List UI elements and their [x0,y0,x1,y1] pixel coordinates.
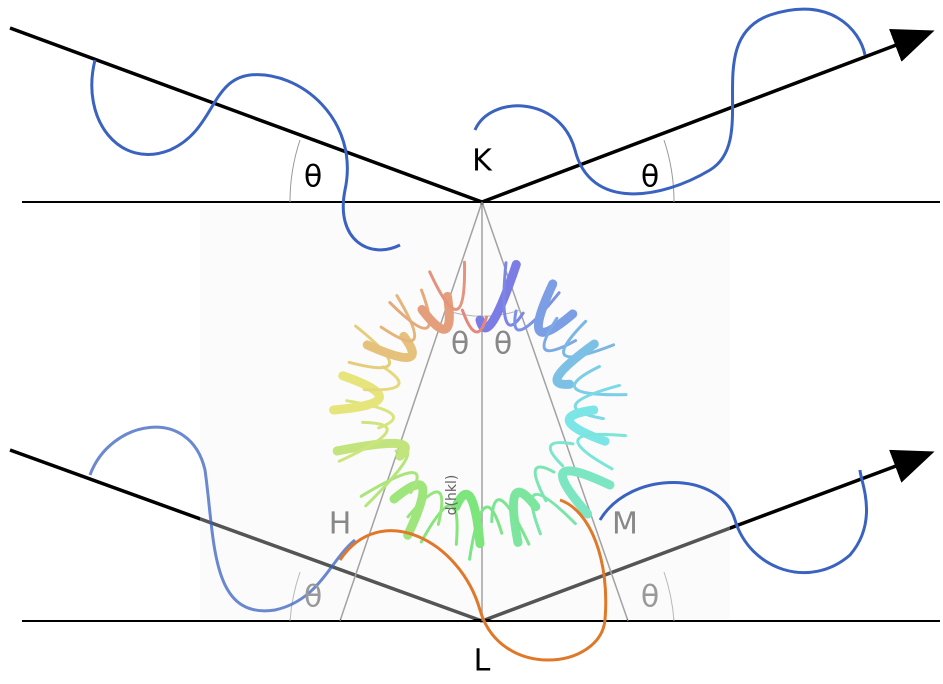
protein-strand [513,291,561,332]
point-label: M [612,507,638,542]
protein-strand [337,420,389,463]
protein-strand [329,371,384,415]
incident-ray [9,26,483,204]
protein-strand [533,279,578,337]
reflected-ray [481,449,935,623]
angle-arc [663,139,675,203]
protein-strand [576,432,627,471]
protein-strand [509,487,541,547]
theta-label: θ [641,160,659,195]
protein-strand [417,291,454,334]
protein-strand [379,294,417,343]
angle-arc [663,571,675,622]
normal-line [339,201,483,622]
wave [338,498,608,662]
spacing-label: d(hkl) [444,475,460,516]
theta-label: θ [304,580,322,615]
protein-strand [502,261,525,327]
reflected-ray [481,29,935,204]
protein-strand [573,383,621,421]
protein-strand [332,438,410,461]
overlay-panel [200,205,730,619]
protein-strand [362,331,417,362]
point-label: K [472,144,493,179]
protein-strand [558,466,615,519]
protein-strand [475,259,521,333]
theta-label: θ [641,580,659,615]
protein-strand [428,260,467,311]
protein-strand [362,365,401,392]
protein-strand [359,471,419,498]
theta-label: θ [304,160,322,195]
wave [90,59,401,252]
protein-strand [451,489,485,549]
protein-strand [389,480,428,540]
protein-strand [530,493,577,536]
protein-strand [573,365,628,397]
theta-label: θ [451,327,469,362]
wave [598,469,868,574]
angle-arc [289,139,301,203]
wave [473,7,867,196]
protein-strand [460,308,488,334]
protein-strand [564,405,610,446]
protein-structure [329,259,628,561]
point-label: L [474,644,491,679]
protein-strand [562,319,616,359]
protein-strand [419,503,459,546]
protein-strand [347,324,391,370]
theta-label: θ [494,327,512,362]
incident-ray [9,448,483,623]
point-label: H [329,507,352,542]
protein-strand [548,441,575,468]
protein-strand [533,465,556,503]
protein-strand [552,339,599,389]
wave [88,425,356,613]
angle-arc [289,571,301,622]
protein-strand [388,288,431,330]
protein-strand [468,505,504,561]
